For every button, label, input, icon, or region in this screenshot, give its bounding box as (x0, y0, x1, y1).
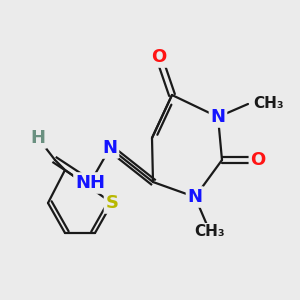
Text: N: N (211, 108, 226, 126)
Text: NH: NH (75, 174, 105, 192)
Text: O: O (152, 48, 166, 66)
Text: CH₃: CH₃ (195, 224, 225, 239)
Text: S: S (106, 194, 118, 212)
Text: N: N (188, 188, 202, 206)
Text: N: N (103, 139, 118, 157)
Text: H: H (31, 129, 46, 147)
Text: O: O (250, 151, 266, 169)
Text: CH₃: CH₃ (253, 97, 284, 112)
